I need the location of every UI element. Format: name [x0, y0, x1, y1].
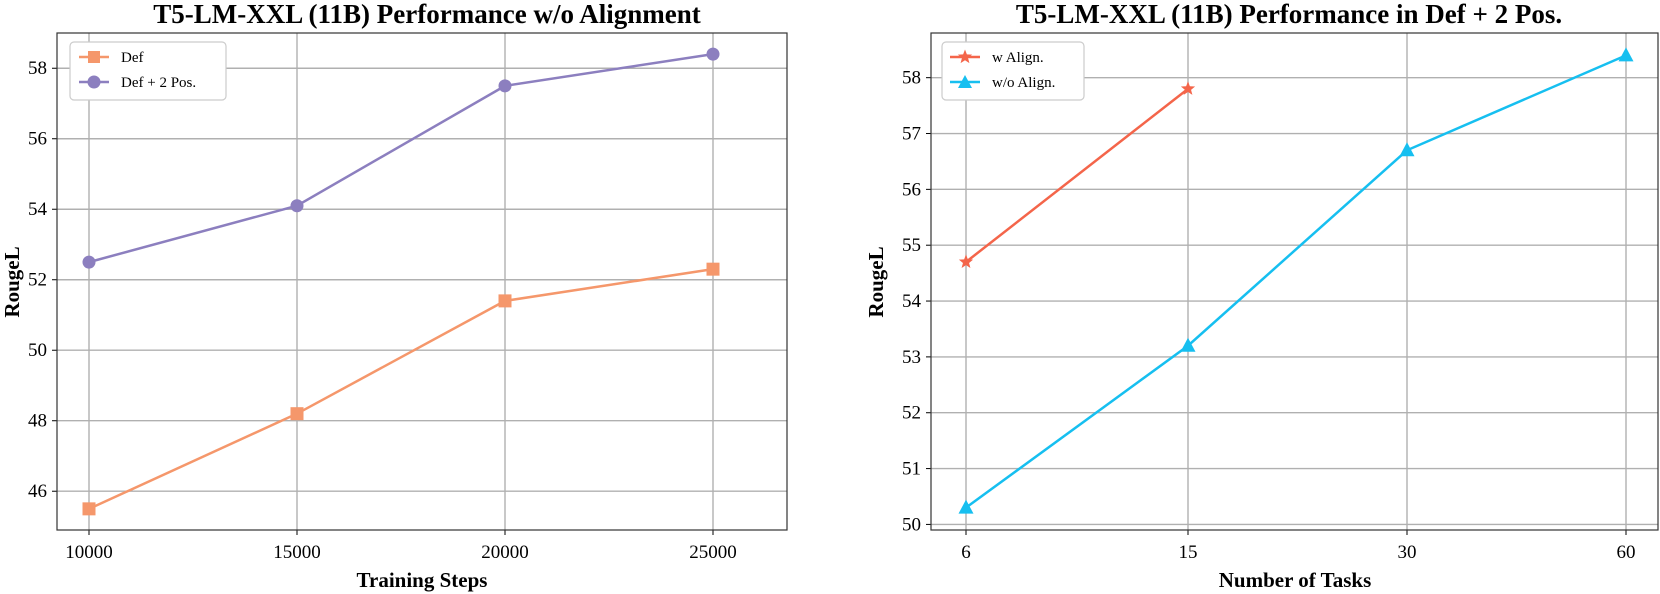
chart-left-legend: Def Def + 2 Pos.	[69, 41, 227, 101]
legend-w-align-label: w Align.	[992, 50, 1044, 66]
legend-wo-align-label: w/o Align.	[992, 75, 1055, 91]
chart-right-legend: w Align. w/o Align.	[941, 41, 1085, 101]
left-y-tick-label: 50	[28, 340, 47, 361]
right-x-tick-label: 6	[961, 542, 971, 563]
chart-left: T5-LM-XXL (11B) Performance w/o Alignmen…	[0, 0, 788, 592]
data-point-def	[290, 407, 304, 421]
left-y-tick-label: 48	[28, 411, 47, 432]
chart-left-frame	[56, 32, 788, 531]
chart-right-x-axis-label: Number of Tasks	[1219, 568, 1372, 592]
left-x-tick-label: 10000	[65, 542, 113, 563]
chart-left-legend-box	[69, 41, 227, 101]
data-point-def-2-pos	[82, 255, 96, 269]
left-y-tick-label: 52	[28, 270, 47, 291]
data-point-def	[82, 502, 96, 516]
data-point-w-o-align	[1180, 337, 1196, 352]
right-x-tick-label: 60	[1617, 542, 1636, 563]
legend-def-marker	[88, 51, 100, 63]
data-point-w-align	[958, 254, 974, 269]
data-point-def-2-pos	[290, 199, 304, 213]
data-point-def	[706, 262, 720, 276]
left-x-tick-label: 25000	[689, 542, 737, 563]
left-y-tick-label: 54	[28, 199, 48, 220]
right-y-tick-label: 53	[902, 347, 921, 368]
data-point-w-o-align	[1399, 142, 1415, 157]
right-y-tick-label: 55	[902, 235, 921, 256]
chart-left-grid	[57, 33, 787, 530]
chart-right-ticks: 6 15 30 60 50 51 52 53 54 55 56 57 58	[902, 68, 1636, 563]
data-point-w-align	[1180, 81, 1196, 95]
left-y-tick-label: 56	[28, 129, 47, 150]
data-point-w-o-align	[958, 499, 974, 514]
right-x-tick-label: 15	[1179, 542, 1198, 563]
chart-left-series	[82, 47, 720, 516]
series-line-def	[88, 267, 714, 510]
right-y-tick-label: 51	[902, 459, 921, 480]
data-point-w-o-align	[1618, 47, 1634, 62]
left-x-tick-label: 15000	[273, 542, 321, 563]
series-line-def-2-pos	[88, 52, 714, 264]
right-y-tick-label: 56	[902, 179, 921, 200]
chart-right-title: T5-LM-XXL (11B) Performance in Def + 2 P…	[1016, 0, 1562, 29]
data-point-def-2-pos	[498, 79, 512, 93]
chart-left-title: T5-LM-XXL (11B) Performance w/o Alignmen…	[153, 0, 700, 29]
right-y-tick-label: 52	[902, 403, 921, 424]
right-y-tick-label: 54	[902, 291, 922, 312]
right-y-tick-label: 50	[902, 514, 921, 535]
legend-wo-align-marker	[958, 75, 972, 88]
data-point-def	[498, 294, 512, 308]
legend-w-align-marker	[957, 49, 973, 64]
right-y-tick-label: 58	[902, 68, 921, 89]
chart-right: T5-LM-XXL (11B) Performance in Def + 2 P…	[864, 0, 1659, 592]
chart-left-y-axis-label: RougeL	[0, 246, 24, 317]
legend-def-label: Def	[121, 50, 144, 66]
legend-def-2pos-marker	[87, 75, 101, 89]
data-point-def-2-pos	[706, 47, 720, 61]
left-y-tick-label: 58	[28, 58, 47, 79]
series-line-w-o-align	[965, 54, 1627, 509]
chart-left-ticks: 10000 15000 20000 25000 46 48 50 52 54 56 58	[28, 58, 737, 563]
chart-right-series	[958, 47, 1634, 514]
chart-right-grid	[931, 33, 1658, 530]
right-y-tick-label: 57	[902, 124, 921, 145]
legend-def-2pos-label: Def + 2 Pos.	[121, 75, 196, 91]
left-y-tick-label: 46	[28, 481, 47, 502]
chart-right-frame	[930, 32, 1659, 531]
left-x-tick-label: 20000	[481, 542, 529, 563]
right-x-tick-label: 30	[1398, 542, 1417, 563]
chart-left-x-axis-label: Training Steps	[357, 568, 488, 592]
chart-right-y-axis-label: RougeL	[864, 246, 888, 317]
series-line-w-align	[965, 87, 1189, 263]
